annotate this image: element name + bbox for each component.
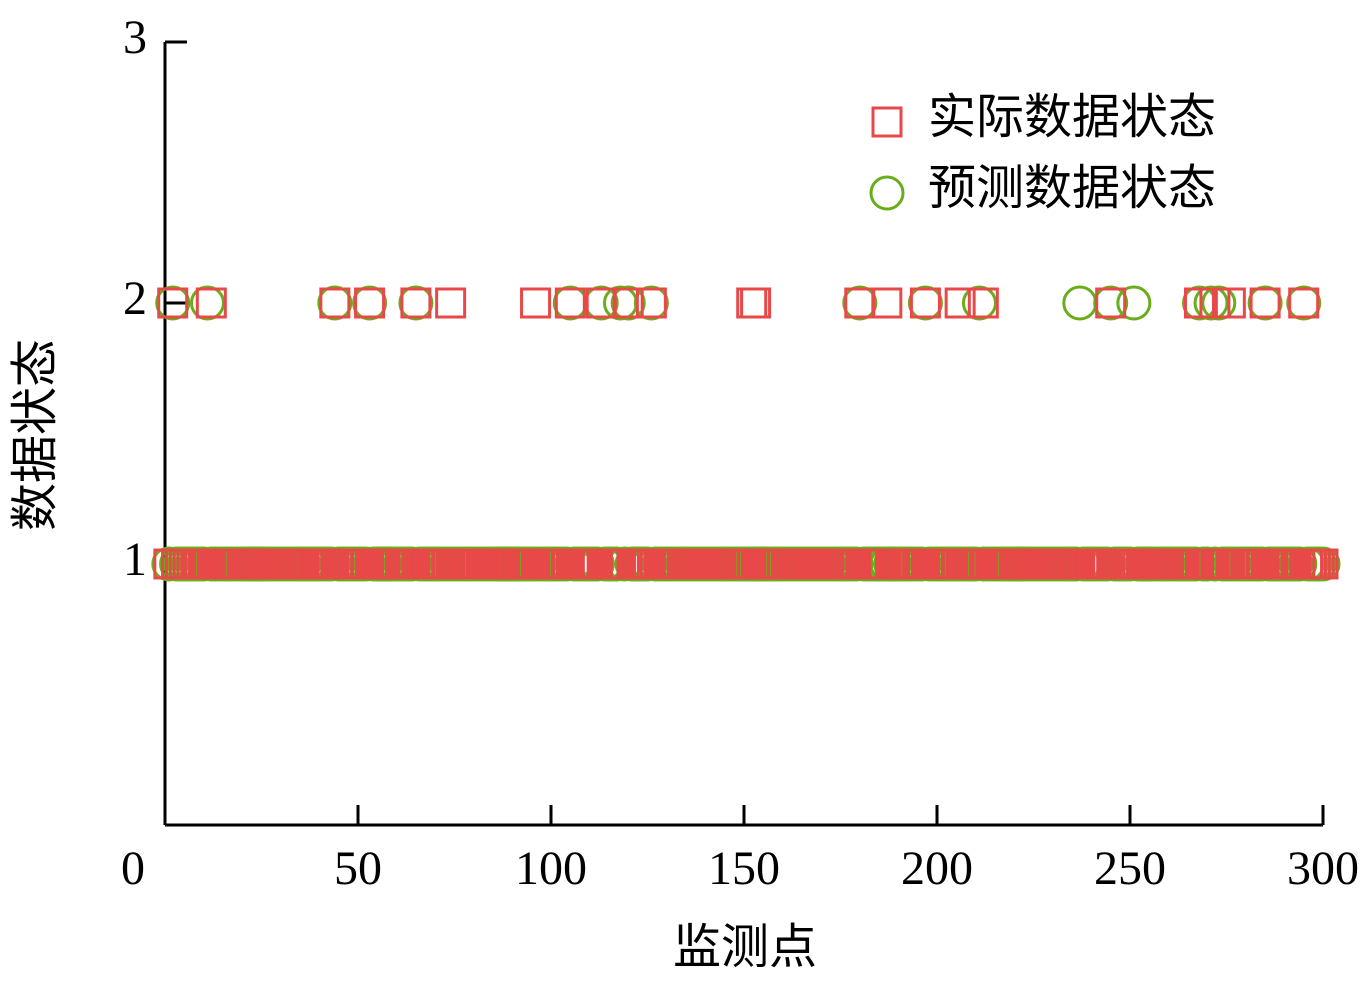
point	[1095, 287, 1127, 319]
x-tick-label: 150	[708, 842, 780, 895]
point	[400, 287, 432, 319]
y-tick-label: 2	[123, 272, 147, 325]
point	[612, 287, 644, 319]
point	[155, 285, 191, 321]
point	[552, 285, 588, 321]
point	[610, 285, 646, 321]
point	[189, 285, 225, 321]
point	[1288, 287, 1320, 319]
point	[554, 287, 586, 319]
point	[740, 287, 772, 319]
x-tick-label: 0	[121, 842, 145, 895]
point	[195, 287, 227, 319]
point	[967, 287, 999, 319]
x-tick-label: 100	[515, 842, 587, 895]
point	[842, 285, 878, 321]
point	[961, 285, 997, 321]
point	[157, 287, 189, 319]
point	[1093, 285, 1129, 321]
legend-label: 预测数据状态	[928, 162, 1216, 215]
x-tick-label: 200	[901, 842, 973, 895]
point	[633, 285, 669, 321]
x-tick-label: 250	[1094, 842, 1166, 895]
x-axis-label: 监测点	[673, 921, 817, 974]
point	[398, 285, 434, 321]
point	[909, 287, 941, 319]
point	[1249, 287, 1281, 319]
point	[352, 285, 388, 321]
y-tick-label: 1	[123, 533, 147, 586]
legend-marker	[869, 175, 905, 211]
y-tick-label: 3	[123, 11, 147, 64]
point	[317, 285, 353, 321]
point	[1116, 285, 1152, 321]
point	[635, 287, 667, 319]
legend-marker	[871, 106, 903, 138]
point	[1201, 285, 1237, 321]
point	[354, 287, 386, 319]
x-tick-label: 300	[1287, 842, 1359, 895]
point	[1193, 285, 1229, 321]
point	[1247, 285, 1283, 321]
point	[435, 287, 467, 319]
point	[1307, 548, 1339, 580]
point	[1286, 285, 1322, 321]
point	[944, 287, 976, 319]
point	[907, 285, 943, 321]
point	[871, 287, 903, 319]
legend-label: 实际数据状态	[928, 91, 1216, 144]
point	[1214, 287, 1246, 319]
point	[844, 287, 876, 319]
point	[1062, 285, 1098, 321]
x-tick-label: 50	[334, 842, 382, 895]
point	[319, 287, 351, 319]
point	[520, 287, 552, 319]
point	[602, 285, 638, 321]
y-axis-label: 数据状态	[9, 339, 62, 531]
